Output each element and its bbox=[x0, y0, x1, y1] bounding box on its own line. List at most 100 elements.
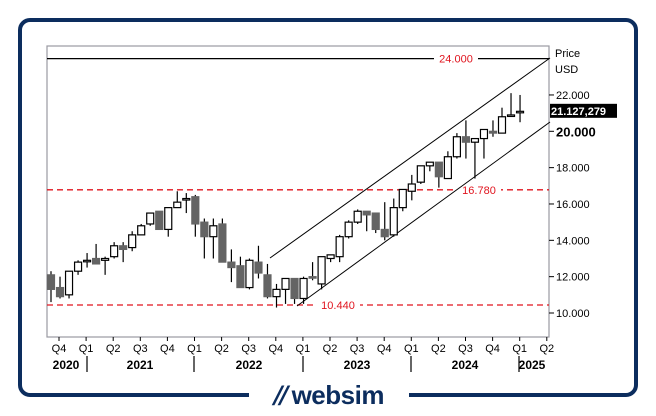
x-quarter-label: Q3 bbox=[133, 343, 148, 355]
candle bbox=[281, 277, 290, 304]
x-quarter-label: Q4 bbox=[485, 343, 500, 355]
y-tick-label: 18.000 bbox=[556, 163, 590, 175]
candle bbox=[119, 242, 128, 263]
candle bbox=[344, 220, 353, 239]
candle bbox=[488, 120, 498, 137]
candle bbox=[380, 202, 389, 241]
candles bbox=[46, 93, 525, 308]
x-year-label: 2022 bbox=[236, 358, 263, 372]
y-tick-label: 22.000 bbox=[556, 90, 590, 102]
candle bbox=[91, 243, 101, 265]
candle bbox=[371, 212, 380, 234]
x-quarter-label: Q4 bbox=[377, 343, 392, 355]
x-year-label: 2025 bbox=[519, 358, 546, 372]
x-quarter-label: Q2 bbox=[106, 343, 121, 355]
level-label: 16.780 bbox=[462, 185, 496, 197]
y-tick-label: 14.000 bbox=[556, 235, 590, 247]
x-quarter-label: Q1 bbox=[187, 343, 202, 355]
axis-label-currency: USD bbox=[555, 64, 578, 76]
candle bbox=[137, 223, 146, 236]
candle bbox=[479, 128, 489, 159]
candle bbox=[73, 260, 83, 275]
candle bbox=[110, 242, 119, 259]
y-axis: 10.000 12.000 14.000 16.000 18.000 20.000 22.0… bbox=[549, 48, 617, 320]
candle bbox=[515, 94, 525, 123]
candle bbox=[506, 93, 516, 118]
trend-channel bbox=[269, 57, 551, 307]
candle bbox=[218, 218, 227, 263]
x-axis: Q4 Q1 Q2 Q3 Q4 Q1 Q2 Q3 Q4 Q1 Q2 Q3 Q4 Q1 Q2 Q3 Q4 Q1 Q2 20… bbox=[52, 337, 554, 372]
candle bbox=[55, 276, 65, 299]
level-label: 24.000 bbox=[439, 54, 473, 66]
x-quarter-label: Q4 bbox=[160, 343, 175, 355]
x-quarter-label: Q1 bbox=[512, 343, 527, 355]
candle bbox=[164, 207, 173, 237]
candle bbox=[173, 191, 182, 209]
candle bbox=[46, 271, 56, 303]
x-quarter-label: Q2 bbox=[214, 343, 229, 355]
candle bbox=[353, 209, 362, 224]
candle bbox=[64, 270, 74, 299]
candle bbox=[191, 194, 200, 237]
last-price-badge bbox=[550, 103, 617, 118]
candle bbox=[209, 218, 218, 259]
candle bbox=[398, 188, 407, 212]
candle bbox=[416, 165, 425, 184]
candle bbox=[461, 120, 471, 159]
websim-mark-icon: // bbox=[274, 381, 288, 409]
candle bbox=[146, 212, 155, 226]
candle bbox=[434, 161, 443, 188]
x-year-label: 2024 bbox=[452, 358, 479, 372]
last-price-label: 21.127,279 bbox=[551, 106, 606, 118]
candle bbox=[254, 245, 263, 279]
candle bbox=[308, 262, 317, 281]
channel-upper-line bbox=[269, 57, 551, 259]
x-quarter-label: Q3 bbox=[350, 343, 365, 355]
candle bbox=[407, 174, 416, 201]
candle bbox=[236, 256, 245, 289]
candle bbox=[443, 151, 452, 180]
candle bbox=[326, 254, 335, 263]
candle bbox=[263, 263, 272, 299]
candle bbox=[272, 283, 281, 308]
y-tick-label: 20.000 bbox=[556, 124, 596, 139]
axis-label-price: Price bbox=[555, 48, 580, 60]
candle bbox=[299, 276, 308, 304]
candle bbox=[82, 253, 92, 268]
x-quarter-label: Q1 bbox=[79, 343, 94, 355]
websim-wordmark: websim bbox=[291, 379, 385, 410]
candle bbox=[452, 133, 461, 159]
candle bbox=[425, 161, 434, 172]
candle bbox=[335, 234, 344, 263]
candle bbox=[227, 249, 236, 283]
candle bbox=[389, 198, 398, 237]
x-year-label: 2021 bbox=[127, 358, 154, 372]
channel-lower-line bbox=[296, 121, 551, 307]
candle bbox=[290, 277, 299, 304]
x-quarter-label: Q4 bbox=[52, 343, 67, 355]
x-quarter-label: Q3 bbox=[458, 343, 473, 355]
candle bbox=[182, 193, 191, 214]
y-tick-label: 10.000 bbox=[556, 308, 590, 320]
candle bbox=[470, 137, 480, 179]
x-quarter-label: Q1 bbox=[404, 343, 419, 355]
x-year-label: 2023 bbox=[344, 358, 371, 372]
y-tick-label: 12.000 bbox=[556, 272, 590, 284]
candle bbox=[317, 256, 326, 290]
x-year-label: 2020 bbox=[53, 358, 80, 372]
candle bbox=[200, 218, 209, 259]
candle bbox=[362, 210, 371, 232]
candle bbox=[155, 210, 164, 231]
x-quarter-label: Q4 bbox=[268, 343, 283, 355]
candle bbox=[101, 256, 110, 275]
level-label: 10.440 bbox=[321, 300, 355, 312]
candle bbox=[128, 231, 137, 252]
y-tick-label: 16.000 bbox=[556, 199, 590, 211]
x-quarter-label: Q3 bbox=[241, 343, 256, 355]
x-quarter-label: Q2 bbox=[431, 343, 446, 355]
candle bbox=[245, 258, 254, 290]
websim-logo: // websim bbox=[249, 378, 409, 412]
x-quarter-label: Q2 bbox=[539, 343, 554, 355]
candle bbox=[497, 107, 507, 134]
